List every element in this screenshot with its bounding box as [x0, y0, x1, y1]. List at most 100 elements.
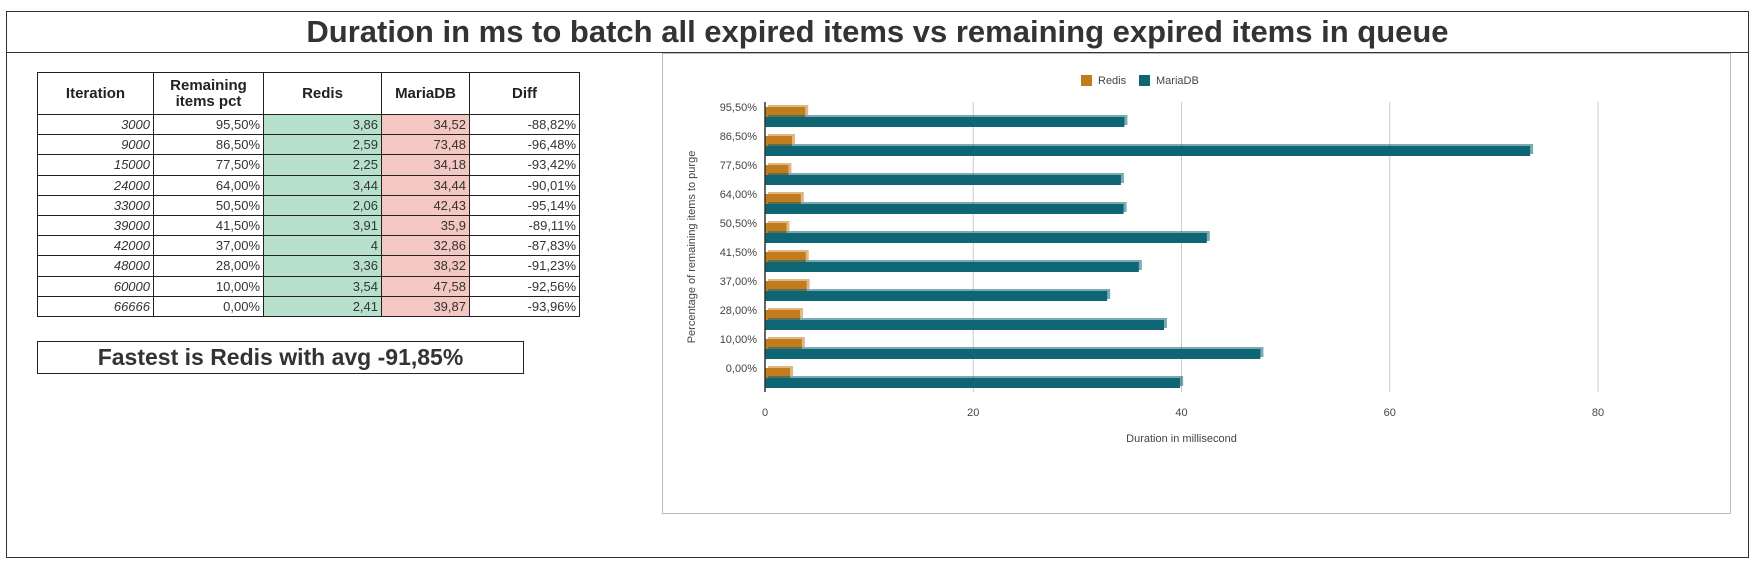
mariadb-bar: [765, 262, 1139, 272]
y-axis-title: Percentage of remaining items to purge: [686, 151, 698, 344]
cell-iteration: 39000: [37, 214, 154, 237]
cell-remaining-pct: 86,50%: [153, 134, 264, 156]
cell-redis: 2,41: [263, 295, 382, 317]
table-row: 42000 37,00% 4 32,86 -87,83%: [37, 235, 580, 257]
header-redis: Redis: [263, 72, 382, 115]
y-tick-label: 86,50%: [720, 131, 758, 143]
y-tick-label: 64,00%: [720, 189, 758, 201]
redis-bar: [765, 252, 806, 262]
table-row: 39000 41,50% 3,91 35,9 -89,11%: [37, 214, 580, 237]
cell-iteration: 60000: [37, 275, 154, 297]
table-row: 9000 86,50% 2,59 73,48 -96,48%: [37, 134, 580, 156]
cell-redis: 3,91: [263, 214, 382, 237]
table-row: 15000 77,50% 2,25 34,18 -93,42%: [37, 154, 580, 176]
cell-iteration: 33000: [37, 194, 154, 216]
x-tick-label: 80: [1592, 407, 1604, 419]
cell-redis: 3,36: [263, 255, 382, 277]
redis-bar: [765, 165, 789, 175]
cell-mariadb: 35,9: [381, 214, 470, 237]
summary-box: Fastest is Redis with avg -91,85%: [37, 341, 524, 374]
chart-container: 0 20 40 60 80 95,50% 86,50% 77,50% 64,00% 50,50% 4…: [662, 53, 1731, 514]
cell-remaining-pct: 64,00%: [153, 174, 264, 196]
cell-mariadb: 42,43: [381, 194, 470, 216]
y-tick-label: 41,50%: [720, 247, 758, 259]
cell-iteration: 48000: [37, 255, 154, 277]
cell-remaining-pct: 28,00%: [153, 255, 264, 277]
cell-mariadb: 38,32: [381, 255, 470, 277]
y-tick-label: 28,00%: [720, 305, 758, 317]
redis-bar: [765, 223, 787, 233]
cell-remaining-pct: 95,50%: [153, 113, 264, 136]
cell-remaining-pct: 77,50%: [153, 154, 264, 176]
cell-redis: 3,54: [263, 275, 382, 297]
results-table: Iteration Remaining items pct Redis Mari…: [37, 72, 580, 317]
y-tick-label: 0,00%: [726, 363, 757, 375]
x-tick-label: 60: [1384, 407, 1396, 419]
cell-redis: 3,44: [263, 174, 382, 196]
redis-bar: [765, 136, 792, 146]
cell-iteration: 15000: [37, 154, 154, 176]
mariadb-bar: [765, 233, 1207, 243]
legend-swatch-mariadb: [1139, 75, 1150, 86]
cell-diff: -96,48%: [469, 134, 580, 156]
cell-diff: -89,11%: [469, 214, 580, 237]
bar-chart: 0 20 40 60 80 95,50% 86,50% 77,50% 64,00% 50,50% 4…: [686, 75, 1604, 445]
cell-diff: -87,83%: [469, 235, 580, 257]
cell-diff: -93,96%: [469, 295, 580, 317]
cell-remaining-pct: 0,00%: [153, 295, 264, 317]
cell-iteration: 42000: [37, 235, 154, 257]
cell-redis: 2,25: [263, 154, 382, 176]
header-mariadb: MariaDB: [381, 72, 470, 115]
legend-label-redis: Redis: [1098, 75, 1127, 87]
y-tick-label: 50,50%: [720, 218, 758, 230]
cell-diff: -92,56%: [469, 275, 580, 297]
table-row: 33000 50,50% 2,06 42,43 -95,14%: [37, 194, 580, 216]
cell-iteration: 66666: [37, 295, 154, 317]
cell-redis: 3,86: [263, 113, 382, 136]
cell-remaining-pct: 41,50%: [153, 214, 264, 237]
table-row: 3000 95,50% 3,86 34,52 -88,82%: [37, 113, 580, 136]
cell-mariadb: 73,48: [381, 134, 470, 156]
x-tick-label: 0: [762, 407, 768, 419]
table-header-row: Iteration Remaining items pct Redis Mari…: [37, 72, 580, 115]
cell-diff: -95,14%: [469, 194, 580, 216]
mariadb-bar: [765, 117, 1125, 127]
redis-bar: [765, 194, 801, 204]
header-diff: Diff: [469, 72, 580, 115]
table-body: 3000 95,50% 3,86 34,52 -88,82% 9000 86,50% 2,59…: [37, 113, 580, 317]
mariadb-bar: [765, 291, 1108, 301]
x-tick-label: 40: [1175, 407, 1187, 419]
cell-mariadb: 32,86: [381, 235, 470, 257]
cell-mariadb: 34,18: [381, 154, 470, 176]
header-remaining-pct: Remaining items pct: [153, 72, 264, 115]
redis-bar: [765, 339, 802, 349]
cell-mariadb: 34,52: [381, 113, 470, 136]
x-tick-label: 20: [967, 407, 979, 419]
cell-iteration: 9000: [37, 134, 154, 156]
x-axis-title: Duration in millisecond: [1126, 433, 1237, 445]
mariadb-bar: [765, 378, 1181, 388]
cell-diff: -88,82%: [469, 113, 580, 136]
cell-mariadb: 39,87: [381, 295, 470, 317]
mariadb-bar: [765, 204, 1124, 214]
table-row: 60000 10,00% 3,54 47,58 -92,56%: [37, 275, 580, 297]
sheet-frame: [6, 11, 1749, 558]
cell-iteration: 3000: [37, 113, 154, 136]
table-row: 66666 0,00% 2,41 39,87 -93,96%: [37, 295, 580, 317]
cell-remaining-pct: 10,00%: [153, 275, 264, 297]
cell-redis: 2,06: [263, 194, 382, 216]
cell-diff: -90,01%: [469, 174, 580, 196]
header-iteration: Iteration: [37, 72, 154, 115]
redis-bar: [765, 368, 791, 378]
redis-bar: [765, 107, 806, 117]
cell-mariadb: 34,44: [381, 174, 470, 196]
cell-diff: -93,42%: [469, 154, 580, 176]
y-tick-label: 37,00%: [720, 276, 758, 288]
cell-remaining-pct: 37,00%: [153, 235, 264, 257]
y-tick-label: 95,50%: [720, 102, 758, 114]
mariadb-bar: [765, 175, 1121, 185]
redis-bar: [765, 281, 807, 291]
cell-redis: 2,59: [263, 134, 382, 156]
sheet-title: Duration in ms to batch all expired item…: [6, 11, 1749, 53]
y-tick-label: 10,00%: [720, 334, 758, 346]
